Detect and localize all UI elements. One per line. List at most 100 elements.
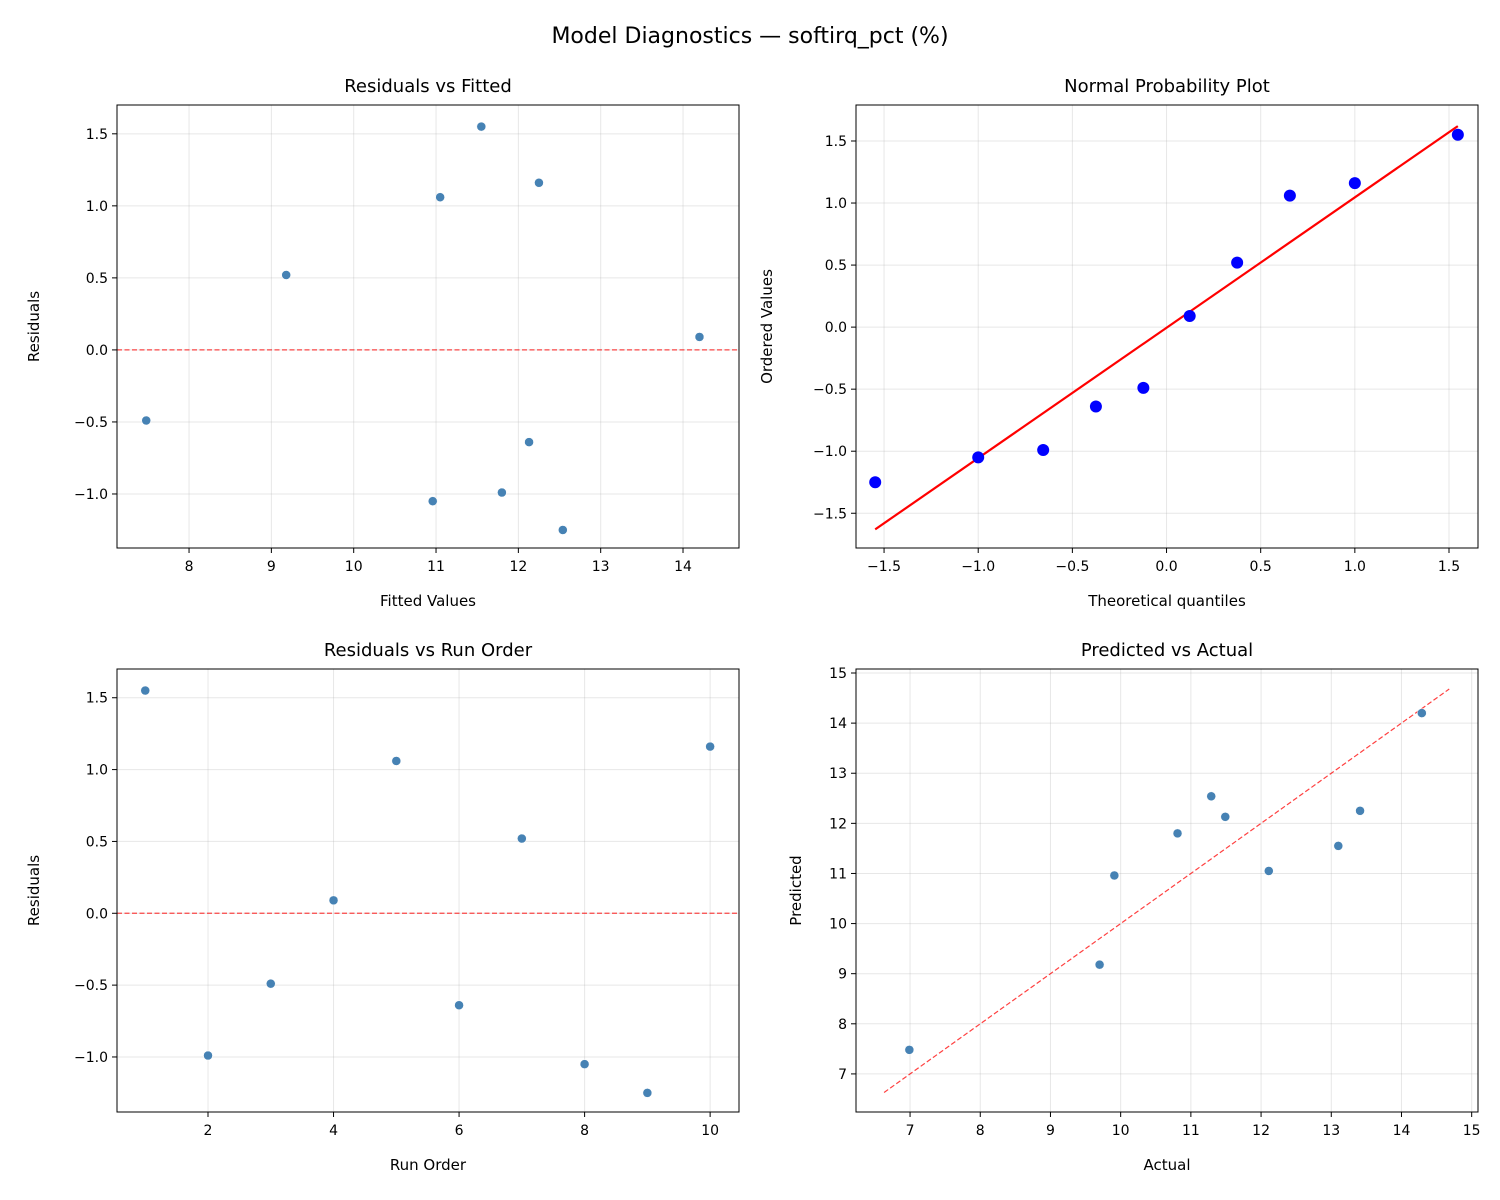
data-point (1231, 256, 1244, 269)
y-tick-label: 9 (838, 967, 847, 983)
data-point (1094, 959, 1105, 970)
data-point (642, 1088, 653, 1098)
x-tick-label: 12 (1252, 1123, 1270, 1139)
data-point (140, 685, 150, 696)
panel-title: Residuals vs Run Order (324, 640, 533, 661)
data-point (1137, 381, 1150, 394)
y-tick-label: 1.0 (86, 199, 108, 215)
panel-title: Predicted vs Actual (1081, 640, 1253, 661)
x-tick-label: 12 (509, 559, 527, 575)
x-tick-label: 10 (1112, 1123, 1130, 1139)
data-point (1417, 708, 1427, 718)
y-tick-label: 8 (838, 1017, 847, 1033)
data-point (454, 1000, 464, 1010)
data-point (1451, 128, 1464, 141)
normal-probability-panel: −1.5 −1.0 −0.5 0.0 0.5 1.0 1.5 −1.5 −1.0 −0.5 0.0 0… (758, 76, 1479, 610)
x-axis-label: Fitted Values (380, 592, 476, 610)
data-point (281, 270, 291, 280)
x-tick-label: 8 (185, 559, 194, 575)
x-tick-label: 14 (1393, 1123, 1411, 1139)
panel-title: Normal Probability Plot (1064, 76, 1270, 97)
data-point (1089, 400, 1102, 413)
y-tick-label: 1.5 (86, 691, 108, 707)
data-point (1037, 443, 1050, 456)
data-point (869, 476, 882, 489)
x-tick-label: 8 (976, 1123, 985, 1139)
predicted-vs-actual-panel: 7 8 9 10 11 12 13 14 15 7 8 9 10 11 12 13 14 15 Predicted … (787, 640, 1481, 1174)
axes-frame (855, 668, 1479, 1113)
x-tick-label: 4 (329, 1123, 338, 1139)
data-point (141, 415, 151, 426)
y-tick-label: 0.0 (86, 906, 108, 922)
data-point (435, 192, 445, 202)
data-point (1348, 177, 1361, 190)
y-tick-label: −0.5 (813, 382, 847, 398)
data-point (534, 178, 544, 188)
y-tick-label: 0.5 (86, 271, 108, 287)
y-tick-label: 1.0 (86, 763, 108, 779)
y-tick-label: −0.5 (74, 978, 108, 994)
x-tick-label: 2 (204, 1123, 213, 1139)
x-tick-label: 0.5 (1250, 559, 1272, 575)
x-tick-label: 9 (1046, 1123, 1055, 1139)
x-tick-label: 14 (674, 559, 692, 575)
data-point (1355, 806, 1365, 816)
data-point (427, 496, 438, 506)
y-tick-label: 0.0 (86, 343, 108, 359)
x-tick-label: 7 (906, 1123, 915, 1139)
x-tick-label: 13 (592, 559, 610, 575)
x-tick-label: −0.5 (1055, 559, 1089, 575)
y-tick-label: 1.5 (825, 134, 847, 150)
data-point (1264, 866, 1274, 876)
y-tick-label: −1.5 (813, 506, 847, 522)
axes-frame (116, 104, 740, 549)
data-point (476, 121, 487, 132)
data-point (705, 741, 715, 752)
y-tick-label: 15 (829, 666, 847, 682)
data-point (524, 437, 534, 447)
x-tick-label: −1.5 (867, 559, 901, 575)
x-tick-label: 10 (345, 559, 363, 575)
y-tick-label: 7 (838, 1067, 847, 1083)
fit-reference-line (874, 125, 1459, 531)
x-tick-label: 10 (701, 1123, 719, 1139)
data-point (1172, 828, 1183, 839)
y-tick-label: 13 (829, 766, 847, 782)
x-tick-label: 6 (455, 1123, 464, 1139)
identity-reference-line (883, 688, 1450, 1093)
residuals-vs-fitted-panel: 8 9 10 11 12 13 14 −1.0 −0.5 0.0 0.5 1.0 1.5 Residual… (25, 76, 740, 610)
x-axis-label: Run Order (390, 1156, 467, 1174)
y-tick-label: −1.0 (813, 444, 847, 460)
data-point (391, 756, 402, 766)
data-point (1109, 870, 1120, 881)
data-point (328, 895, 339, 906)
data-point (1183, 309, 1196, 322)
y-tick-label: 10 (829, 917, 847, 933)
axes-frame (116, 668, 740, 1113)
residuals-vs-run-order-panel: 2 4 6 8 10 −1.0 −0.5 0.0 0.5 1.0 1.5 Residuals vs R… (25, 640, 740, 1174)
x-tick-label: 1.0 (1344, 559, 1366, 575)
panel-title: Residuals vs Fitted (344, 76, 512, 97)
y-tick-label: 0.5 (825, 258, 847, 274)
x-tick-label: 15 (1463, 1123, 1481, 1139)
y-tick-label: −0.5 (74, 415, 108, 431)
y-axis-label: Ordered Values (758, 269, 776, 384)
y-tick-label: 14 (829, 716, 847, 732)
data-point (972, 451, 985, 464)
y-tick-label: 1.5 (86, 127, 108, 143)
data-point (1220, 812, 1231, 822)
y-tick-label: 12 (829, 816, 847, 832)
x-tick-label: 11 (1182, 1123, 1200, 1139)
x-tick-label: 9 (267, 559, 276, 575)
y-axis-label: Residuals (25, 291, 43, 362)
x-tick-label: 11 (427, 559, 445, 575)
x-tick-label: 13 (1322, 1123, 1340, 1139)
y-tick-label: 0.0 (825, 320, 847, 336)
x-tick-label: 0.0 (1155, 559, 1177, 575)
y-axis-label: Predicted (787, 855, 805, 925)
x-axis-label: Actual (1144, 1156, 1191, 1174)
y-tick-label: 11 (829, 866, 847, 882)
y-axis-label: Residuals (25, 855, 43, 926)
y-tick-label: −1.0 (74, 487, 108, 503)
